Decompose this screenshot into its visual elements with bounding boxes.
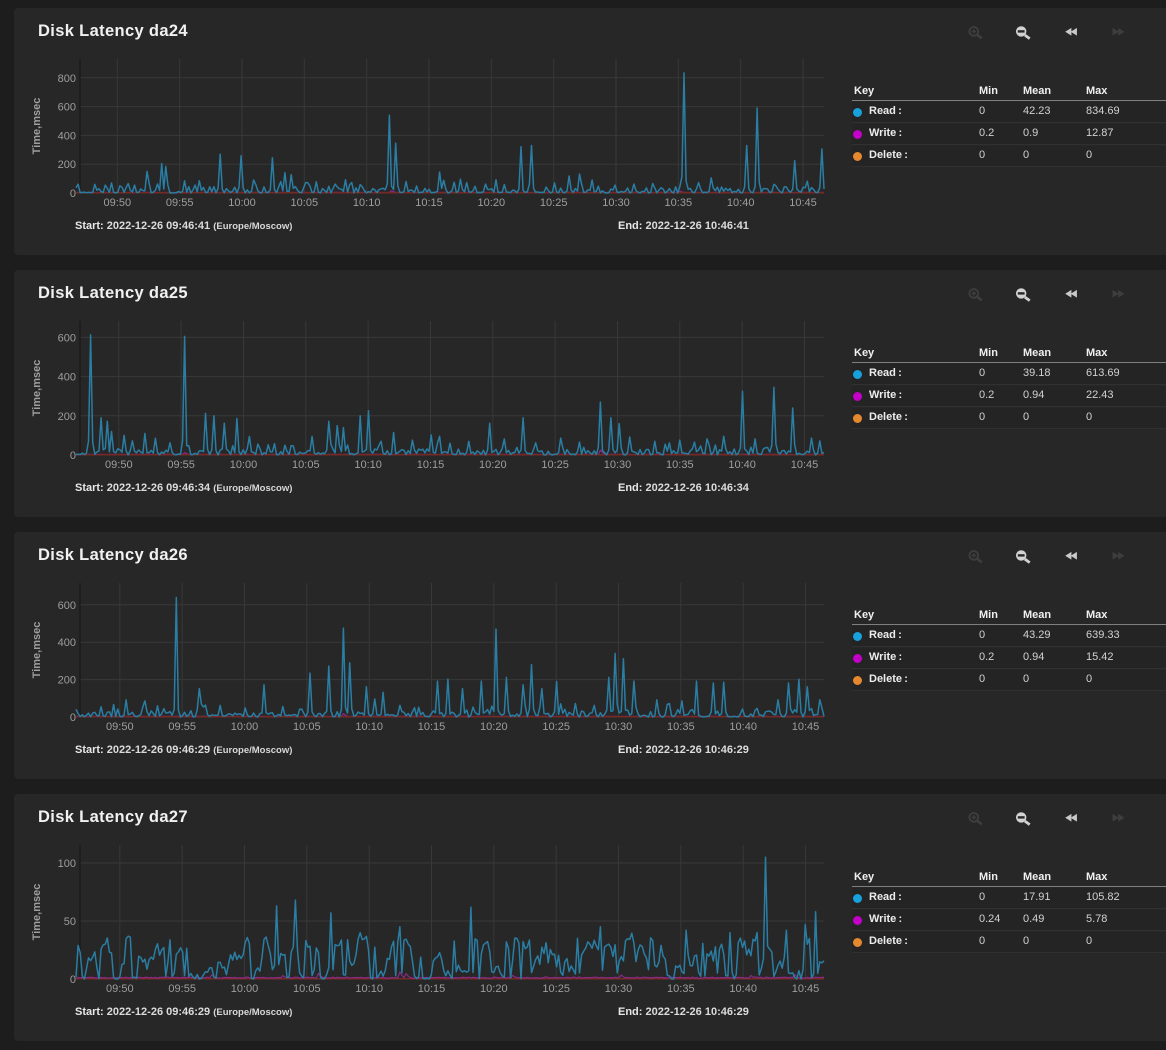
svg-text:10:25: 10:25 (542, 983, 570, 995)
svg-text:200: 200 (58, 411, 76, 423)
svg-text:10:40: 10:40 (729, 983, 757, 995)
svg-text:10:25: 10:25 (540, 197, 568, 209)
svg-text:10:05: 10:05 (291, 197, 319, 209)
svg-text:600: 600 (58, 102, 76, 114)
svg-text:800: 800 (58, 73, 76, 85)
svg-text:10:30: 10:30 (602, 197, 630, 209)
svg-text:09:50: 09:50 (104, 197, 132, 209)
svg-text:10:20: 10:20 (478, 197, 506, 209)
svg-text:Time,msec: Time,msec (31, 622, 43, 679)
svg-text:10:45: 10:45 (792, 721, 820, 733)
svg-text:10:35: 10:35 (667, 721, 695, 733)
svg-text:09:55: 09:55 (167, 459, 195, 471)
svg-text:50: 50 (64, 916, 76, 928)
svg-text:10:00: 10:00 (231, 983, 259, 995)
svg-text:600: 600 (58, 332, 76, 344)
svg-text:10:10: 10:10 (353, 197, 381, 209)
svg-text:10:10: 10:10 (355, 983, 383, 995)
svg-text:200: 200 (58, 159, 76, 171)
svg-text:10:15: 10:15 (418, 983, 446, 995)
svg-text:10:10: 10:10 (355, 721, 383, 733)
svg-text:10:25: 10:25 (541, 459, 569, 471)
svg-text:10:00: 10:00 (230, 459, 258, 471)
svg-text:10:05: 10:05 (292, 459, 320, 471)
svg-text:Time,msec: Time,msec (31, 884, 43, 941)
svg-text:10:15: 10:15 (417, 459, 445, 471)
svg-text:09:50: 09:50 (106, 721, 134, 733)
svg-text:10:25: 10:25 (542, 721, 570, 733)
svg-text:400: 400 (58, 130, 76, 142)
svg-text:10:35: 10:35 (665, 197, 693, 209)
svg-text:10:40: 10:40 (728, 459, 756, 471)
svg-text:Time,msec: Time,msec (31, 360, 43, 417)
svg-text:10:45: 10:45 (789, 197, 817, 209)
svg-text:Time,msec: Time,msec (31, 98, 43, 155)
svg-text:09:50: 09:50 (105, 459, 133, 471)
svg-text:0: 0 (70, 712, 76, 724)
svg-text:400: 400 (58, 372, 76, 384)
svg-text:09:55: 09:55 (168, 983, 196, 995)
svg-text:10:30: 10:30 (604, 459, 632, 471)
svg-text:09:55: 09:55 (168, 721, 196, 733)
svg-text:0: 0 (70, 188, 76, 200)
svg-text:10:10: 10:10 (354, 459, 382, 471)
svg-text:10:45: 10:45 (792, 983, 820, 995)
svg-text:10:30: 10:30 (605, 721, 633, 733)
svg-text:10:20: 10:20 (480, 721, 508, 733)
svg-text:09:55: 09:55 (166, 197, 194, 209)
svg-text:10:05: 10:05 (293, 721, 321, 733)
svg-text:10:05: 10:05 (293, 983, 321, 995)
svg-text:10:15: 10:15 (418, 721, 446, 733)
svg-text:10:15: 10:15 (415, 197, 443, 209)
svg-text:10:20: 10:20 (479, 459, 507, 471)
svg-text:400: 400 (58, 637, 76, 649)
svg-text:10:00: 10:00 (231, 721, 259, 733)
svg-text:10:45: 10:45 (791, 459, 819, 471)
svg-text:100: 100 (58, 858, 76, 870)
svg-text:09:50: 09:50 (106, 983, 134, 995)
svg-text:200: 200 (58, 675, 76, 687)
svg-text:10:20: 10:20 (480, 983, 508, 995)
svg-text:10:30: 10:30 (605, 983, 633, 995)
svg-text:10:00: 10:00 (228, 197, 256, 209)
svg-text:0: 0 (70, 974, 76, 986)
svg-text:10:35: 10:35 (666, 459, 694, 471)
svg-text:0: 0 (70, 450, 76, 462)
svg-text:600: 600 (58, 600, 76, 612)
svg-text:10:40: 10:40 (727, 197, 755, 209)
svg-text:10:35: 10:35 (667, 983, 695, 995)
svg-text:10:40: 10:40 (729, 721, 757, 733)
